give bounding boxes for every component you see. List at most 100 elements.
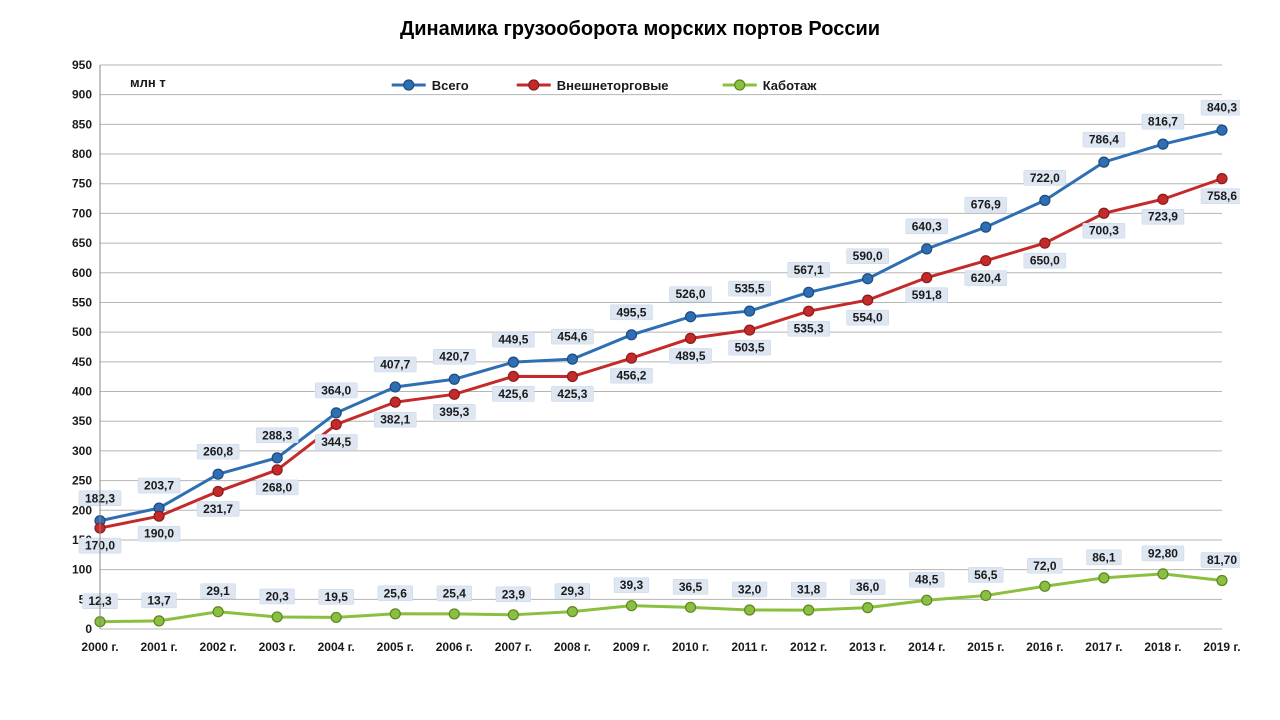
svg-text:489,5: 489,5: [676, 349, 706, 363]
svg-text:2016 г.: 2016 г.: [1026, 640, 1063, 654]
svg-text:2007 г.: 2007 г.: [495, 640, 532, 654]
svg-text:2018 г.: 2018 г.: [1144, 640, 1181, 654]
svg-text:2006 г.: 2006 г.: [436, 640, 473, 654]
svg-text:395,3: 395,3: [439, 405, 469, 419]
svg-text:2012 г.: 2012 г.: [790, 640, 827, 654]
svg-text:29,1: 29,1: [206, 584, 230, 598]
svg-text:92,80: 92,80: [1148, 546, 1178, 560]
svg-text:300: 300: [72, 444, 92, 458]
svg-text:23,9: 23,9: [502, 587, 526, 601]
svg-text:590,0: 590,0: [853, 249, 883, 263]
svg-text:29,3: 29,3: [561, 584, 585, 598]
svg-text:449,5: 449,5: [498, 333, 528, 347]
svg-text:364,0: 364,0: [321, 383, 351, 397]
svg-text:25,6: 25,6: [384, 586, 408, 600]
svg-text:600: 600: [72, 266, 92, 280]
svg-text:676,9: 676,9: [971, 198, 1001, 212]
svg-text:2002 г.: 2002 г.: [200, 640, 237, 654]
svg-text:13,7: 13,7: [147, 593, 171, 607]
svg-text:2019 г.: 2019 г.: [1203, 640, 1240, 654]
svg-text:758,6: 758,6: [1207, 189, 1237, 203]
svg-text:526,0: 526,0: [676, 287, 706, 301]
svg-text:640,3: 640,3: [912, 219, 942, 233]
svg-text:2015 г.: 2015 г.: [967, 640, 1004, 654]
svg-text:190,0: 190,0: [144, 527, 174, 541]
svg-text:620,4: 620,4: [971, 271, 1001, 285]
svg-text:420,7: 420,7: [439, 350, 469, 364]
svg-text:382,1: 382,1: [380, 413, 410, 427]
svg-text:456,2: 456,2: [616, 369, 646, 383]
svg-text:203,7: 203,7: [144, 479, 174, 493]
svg-text:2003 г.: 2003 г.: [259, 640, 296, 654]
svg-text:816,7: 816,7: [1148, 115, 1178, 129]
svg-text:850: 850: [72, 117, 92, 131]
svg-text:2000 г.: 2000 г.: [81, 640, 118, 654]
svg-text:407,7: 407,7: [380, 357, 410, 371]
svg-text:19,5: 19,5: [325, 590, 349, 604]
svg-text:700: 700: [72, 206, 92, 220]
svg-text:2004 г.: 2004 г.: [318, 640, 355, 654]
svg-text:503,5: 503,5: [735, 341, 765, 355]
svg-text:72,0: 72,0: [1033, 559, 1057, 573]
svg-text:2010 г.: 2010 г.: [672, 640, 709, 654]
svg-text:31,8: 31,8: [797, 583, 821, 597]
svg-text:56,5: 56,5: [974, 568, 998, 582]
svg-text:425,3: 425,3: [557, 387, 587, 401]
svg-text:800: 800: [72, 147, 92, 161]
svg-text:25,4: 25,4: [443, 586, 467, 600]
svg-text:2014 г.: 2014 г.: [908, 640, 945, 654]
svg-text:32,0: 32,0: [738, 583, 762, 597]
svg-text:48,5: 48,5: [915, 573, 939, 587]
svg-text:Всего: Всего: [432, 78, 469, 93]
svg-text:231,7: 231,7: [203, 502, 233, 516]
svg-text:840,3: 840,3: [1207, 101, 1237, 115]
svg-text:567,1: 567,1: [794, 263, 824, 277]
svg-text:650,0: 650,0: [1030, 254, 1060, 268]
svg-text:425,6: 425,6: [498, 387, 528, 401]
svg-text:344,5: 344,5: [321, 435, 351, 449]
svg-text:39,3: 39,3: [620, 578, 644, 592]
svg-text:722,0: 722,0: [1030, 171, 1060, 185]
svg-text:700,3: 700,3: [1089, 224, 1119, 238]
svg-text:36,5: 36,5: [679, 580, 703, 594]
svg-text:535,5: 535,5: [735, 282, 765, 296]
svg-text:20,3: 20,3: [265, 589, 289, 603]
svg-text:2008 г.: 2008 г.: [554, 640, 591, 654]
svg-text:81,70: 81,70: [1207, 553, 1237, 567]
svg-text:Внешнеторговые: Внешнеторговые: [557, 78, 669, 93]
svg-text:2009 г.: 2009 г.: [613, 640, 650, 654]
svg-text:36,0: 36,0: [856, 580, 880, 594]
svg-text:288,3: 288,3: [262, 428, 292, 442]
svg-text:495,5: 495,5: [616, 305, 646, 319]
svg-text:0: 0: [85, 622, 92, 636]
svg-text:650: 650: [72, 236, 92, 250]
svg-text:450: 450: [72, 355, 92, 369]
svg-text:250: 250: [72, 474, 92, 488]
svg-text:950: 950: [72, 58, 92, 72]
svg-text:86,1: 86,1: [1092, 550, 1116, 564]
svg-text:350: 350: [72, 414, 92, 428]
svg-text:2017 г.: 2017 г.: [1085, 640, 1122, 654]
svg-text:млн т: млн т: [130, 75, 166, 90]
chart-container: 0501001502002503003504004505005506006507…: [40, 47, 1240, 677]
chart-title: Динамика грузооборота морских портов Рос…: [0, 0, 1280, 47]
svg-text:2001 г.: 2001 г.: [140, 640, 177, 654]
svg-text:500: 500: [72, 325, 92, 339]
svg-text:Каботаж: Каботаж: [763, 78, 818, 93]
svg-text:400: 400: [72, 385, 92, 399]
svg-text:454,6: 454,6: [557, 330, 587, 344]
svg-text:900: 900: [72, 88, 92, 102]
svg-text:591,8: 591,8: [912, 288, 942, 302]
svg-text:2013 г.: 2013 г.: [849, 640, 886, 654]
svg-text:2005 г.: 2005 г.: [377, 640, 414, 654]
svg-text:2011 г.: 2011 г.: [731, 640, 768, 654]
svg-text:100: 100: [72, 563, 92, 577]
chart-svg: 0501001502002503003504004505005506006507…: [40, 47, 1240, 677]
svg-text:786,4: 786,4: [1089, 133, 1119, 147]
svg-text:260,8: 260,8: [203, 445, 233, 459]
svg-text:723,9: 723,9: [1148, 210, 1178, 224]
svg-text:554,0: 554,0: [853, 311, 883, 325]
svg-text:268,0: 268,0: [262, 480, 292, 494]
svg-text:750: 750: [72, 177, 92, 191]
svg-text:550: 550: [72, 295, 92, 309]
